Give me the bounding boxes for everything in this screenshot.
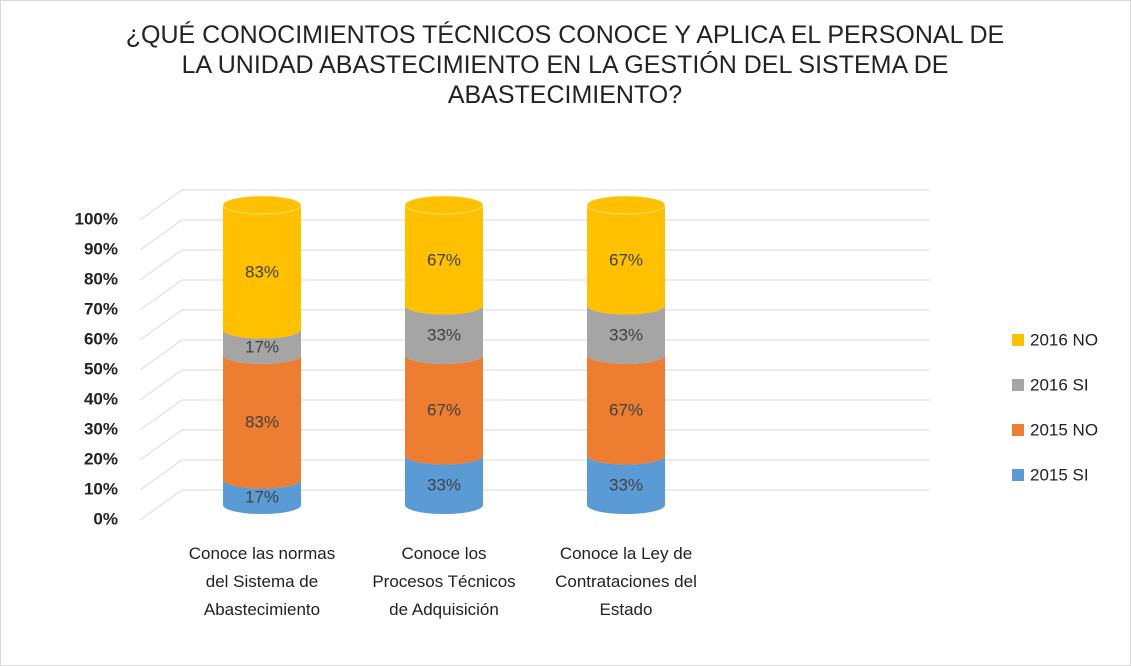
data-label: 83% [245,413,279,432]
grid-line [139,429,930,461]
legend-swatch [1012,469,1024,481]
data-label: 67% [427,251,461,270]
y-tick-label: 0% [93,509,118,528]
y-tick-label: 80% [84,269,118,288]
y-tick-label: 20% [84,449,118,468]
bar-shade [405,305,483,364]
grid-line [139,279,930,311]
legend-swatch [1012,379,1024,391]
bar-shade [405,205,483,315]
legend-swatch [1012,334,1024,346]
legend-label: 2016 NO [1030,330,1098,349]
grid-line [139,249,930,281]
bar-shade [587,355,665,465]
y-tick-label: 90% [84,239,118,258]
bar-shade [587,455,665,514]
data-label: 17% [245,488,279,507]
y-tick-label: 60% [84,329,118,348]
bar-shade [223,479,301,514]
y-tick-label: 40% [84,389,118,408]
data-label: 33% [609,326,643,345]
legend-label: 2016 SI [1030,375,1089,394]
bar-cap [586,195,666,215]
bar-shade [223,329,301,364]
grid-line [139,309,930,341]
legend-label: 2015 NO [1030,420,1098,439]
x-tick-label: Conoce las normas del Sistema de Abastec… [188,544,336,619]
data-label: 33% [427,326,461,345]
data-label: 67% [427,401,461,420]
bar-cap [404,195,484,215]
grid-line [139,339,930,371]
y-tick-label: 10% [84,479,118,498]
grid-line [139,489,930,521]
grid-line [139,369,930,401]
bar-shade [405,455,483,514]
bar-shade [405,355,483,465]
data-label: 33% [609,476,643,495]
bar-shade [587,305,665,364]
y-tick-label: 100% [75,209,118,228]
data-label: 17% [245,338,279,357]
y-tick-label: 50% [84,359,118,378]
data-label: 67% [609,401,643,420]
grid-line [139,189,930,221]
y-tick-label: 30% [84,419,118,438]
data-label: 67% [609,251,643,270]
grid-line [139,459,930,491]
chart-title: ¿QUÉ CONOCIMIENTOS TÉCNICOS CONOCE Y APL… [125,21,1005,109]
bar-cap [222,195,302,215]
data-label: 33% [427,476,461,495]
grid-line [139,399,930,431]
legend-swatch [1012,424,1024,436]
bar-shade [587,205,665,315]
bar-shade [223,355,301,489]
data-label: 83% [245,263,279,282]
legend-label: 2015 SI [1030,465,1089,484]
x-tick-label: Conoce la Ley de Contrataciones del Esta… [555,544,697,619]
x-tick-label: Conoce los Procesos Técnicos de Adquisic… [372,544,516,619]
y-tick-label: 70% [84,299,118,318]
bar-shade [223,205,301,339]
grid-line [139,219,930,251]
